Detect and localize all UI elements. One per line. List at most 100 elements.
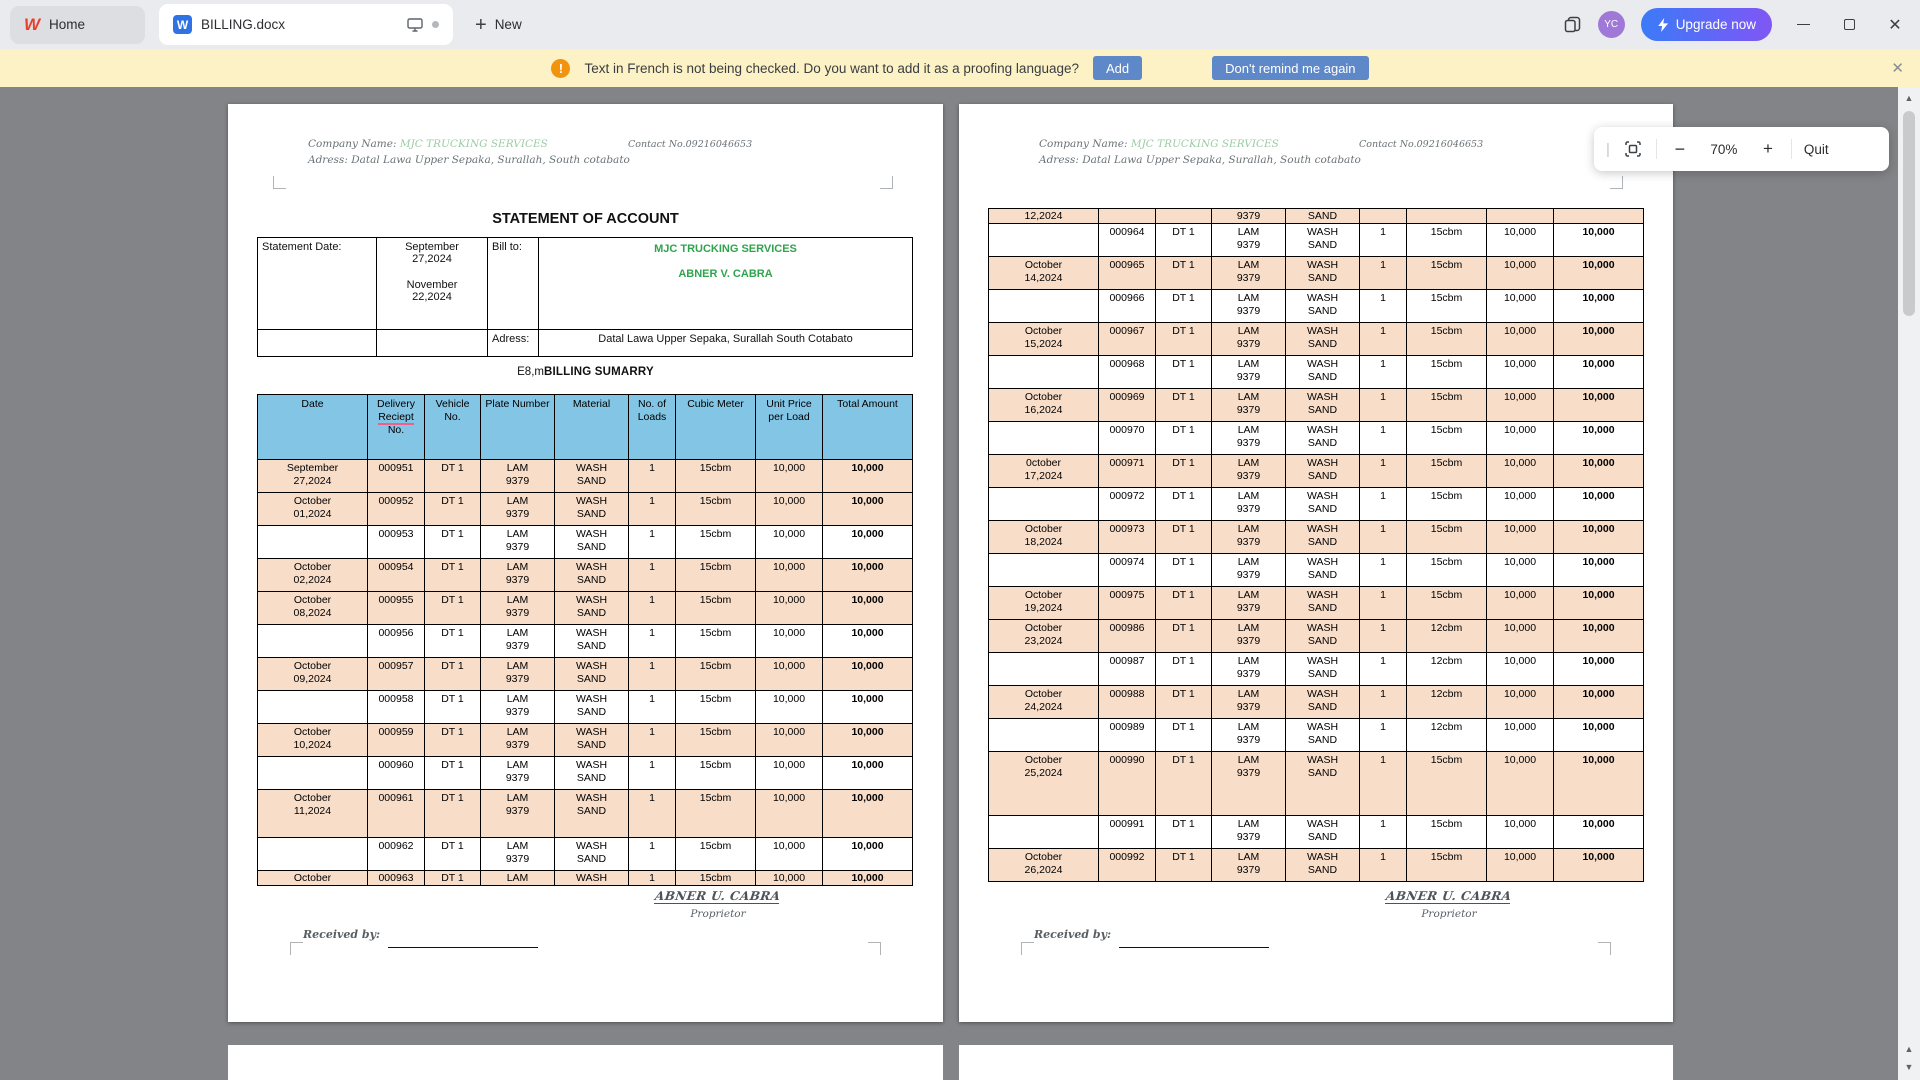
user-avatar[interactable]: YC xyxy=(1597,11,1625,38)
billing-cell-unit_price[interactable]: 10,000 xyxy=(1486,685,1554,719)
billing-cell-material[interactable]: WASH SAND xyxy=(1285,815,1360,849)
notification-close-icon[interactable]: ✕ xyxy=(1891,60,1904,77)
billing-cell-material[interactable]: WASH SAND xyxy=(554,492,629,526)
billing-cell-date[interactable] xyxy=(988,355,1099,389)
billing-cell-date[interactable]: October 11,2024 xyxy=(257,789,368,838)
contact-number[interactable]: Contact No.09216046653 xyxy=(1359,139,1484,150)
billing-cell-plate[interactable]: LAM 9379 xyxy=(1211,619,1286,653)
billing-cell-plate[interactable]: LAM 9379 xyxy=(1211,751,1286,816)
bill-to-cell[interactable]: MJC TRUCKING SERVICES ABNER V. CABRA xyxy=(538,237,913,330)
billing-cell-receipt[interactable]: 000953 xyxy=(367,525,425,559)
billing-cell-loads[interactable]: 1 xyxy=(1359,718,1407,752)
billing-cell-receipt[interactable]: 000956 xyxy=(367,624,425,658)
empty-cell[interactable] xyxy=(257,329,377,357)
bill-to-label[interactable]: Bill to: xyxy=(487,237,539,330)
billing-cell-unit_price[interactable]: 10,000 xyxy=(755,756,823,790)
billing-cell-cubic[interactable]: 12cbm xyxy=(1406,685,1487,719)
billing-cell-loads[interactable]: 1 xyxy=(628,789,676,838)
billing-cell-cubic[interactable]: 15cbm xyxy=(675,525,756,559)
billing-cell-date[interactable]: October 15,2024 xyxy=(988,322,1099,356)
billing-cell-total[interactable]: 10,000 xyxy=(1553,751,1644,816)
billing-cell-plate[interactable]: LAM 9379 xyxy=(480,459,555,493)
billing-cell-vehicle[interactable]: DT 1 xyxy=(424,723,481,757)
billing-cell-material[interactable]: WASH SAND xyxy=(554,756,629,790)
billing-cell-material[interactable]: WASH SAND xyxy=(554,624,629,658)
billing-cell-material[interactable]: WASH SAND xyxy=(1285,388,1360,422)
document-heading[interactable]: STATEMENT OF ACCOUNT xyxy=(492,211,679,227)
billing-cell-loads[interactable]: 1 xyxy=(1359,223,1407,257)
billing-cell-loads[interactable]: 1 xyxy=(1359,520,1407,554)
billing-cell-plate[interactable]: LAM 9379 xyxy=(1211,718,1286,752)
billing-cell-cubic[interactable]: 15cbm xyxy=(675,459,756,493)
billing-cell-receipt[interactable]: 000986 xyxy=(1098,619,1156,653)
letterhead[interactable]: Company Name: MJC TRUCKING SERVICES Adre… xyxy=(1039,137,1361,169)
billing-cell-cubic[interactable]: 15cbm xyxy=(1406,586,1487,620)
billing-cell-loads[interactable]: 1 xyxy=(1359,751,1407,816)
billing-cell-vehicle[interactable]: DT 1 xyxy=(1155,751,1212,816)
billing-cell-receipt[interactable]: 000951 xyxy=(367,459,425,493)
quit-fullscreen-button[interactable]: Quit xyxy=(1803,141,1829,157)
billing-cell-total[interactable]: 10,000 xyxy=(822,657,913,691)
billing-cell-loads[interactable]: 1 xyxy=(1359,619,1407,653)
billing-cell-total[interactable]: 10,000 xyxy=(1553,520,1644,554)
billing-cell-cubic[interactable]: 15cbm xyxy=(1406,487,1487,521)
billing-cell-loads[interactable]: 1 xyxy=(628,723,676,757)
billing-cell-vehicle[interactable]: DT 1 xyxy=(424,690,481,724)
billing-cell-material[interactable]: WASH SAND xyxy=(1285,520,1360,554)
billing-cell-material[interactable]: WASH SAND xyxy=(1285,553,1360,587)
company-name-line[interactable]: Company Name: MJC TRUCKING SERVICES xyxy=(308,138,548,150)
billing-cell-loads[interactable]: 1 xyxy=(1359,322,1407,356)
window-switcher-icon[interactable] xyxy=(1563,15,1582,34)
billing-cell-plate[interactable]: LAM 9379 xyxy=(1211,848,1286,882)
billing-cell-plate[interactable]: LAM 9379 xyxy=(1211,520,1286,554)
billing-cell-vehicle[interactable]: DT 1 xyxy=(1155,223,1212,257)
billing-cell-material[interactable]: WASH SAND xyxy=(1285,289,1360,323)
billing-cell-total[interactable]: 10,000 xyxy=(1553,685,1644,719)
billing-cell-receipt[interactable]: 000970 xyxy=(1098,421,1156,455)
billing-cell-material[interactable]: WASH SAND xyxy=(1285,619,1360,653)
billing-cell-total[interactable]: 10,000 xyxy=(1553,586,1644,620)
billing-cell-material[interactable]: WASH SAND xyxy=(554,723,629,757)
close-window-button[interactable]: ✕ xyxy=(1880,10,1910,40)
statement-date-label[interactable]: Statement Date: xyxy=(257,237,377,330)
billing-cell-plate[interactable]: LAM 9379 xyxy=(480,492,555,526)
billing-cell-plate[interactable]: LAM xyxy=(480,870,555,886)
billing-cell-material[interactable]: WASH SAND xyxy=(1285,421,1360,455)
billing-cell-receipt[interactable]: 000974 xyxy=(1098,553,1156,587)
billing-cell-total[interactable]: 10,000 xyxy=(822,723,913,757)
billing-cell-plate[interactable]: LAM 9379 xyxy=(480,789,555,838)
billing-cell-date[interactable]: October 14,2024 xyxy=(988,256,1099,290)
company-address-line[interactable]: Adress: Datal Lawa Upper Sepaka, Suralla… xyxy=(308,153,630,166)
billing-cell-total[interactable]: 10,000 xyxy=(1553,355,1644,389)
billing-cell-date[interactable]: October 16,2024 xyxy=(988,388,1099,422)
billing-cell-loads[interactable]: 1 xyxy=(628,459,676,493)
proprietor-title[interactable]: Proprietor xyxy=(1421,908,1477,920)
billing-cell-total[interactable]: 10,000 xyxy=(822,756,913,790)
billing-cell-plate[interactable]: LAM 9379 xyxy=(1211,421,1286,455)
signature-block[interactable]: ABNER U. CABRA Proprietor xyxy=(1369,887,1529,920)
billing-cell-plate[interactable]: LAM 9379 xyxy=(1211,553,1286,587)
billing-cell-unit_price[interactable]: 10,000 xyxy=(1486,388,1554,422)
billing-cell-total[interactable]: 10,000 xyxy=(1553,322,1644,356)
billing-cell-loads[interactable]: 1 xyxy=(628,837,676,871)
billing-cell-vehicle[interactable]: DT 1 xyxy=(424,492,481,526)
billing-cell-vehicle[interactable]: DT 1 xyxy=(424,870,481,886)
billing-cell-unit_price[interactable]: 10,000 xyxy=(1486,586,1554,620)
billing-cell-total[interactable]: 10,000 xyxy=(822,492,913,526)
proprietor-title[interactable]: Proprietor xyxy=(690,908,746,920)
billing-cell-date[interactable]: October 18,2024 xyxy=(988,520,1099,554)
billing-cell-material[interactable]: WASH SAND xyxy=(554,525,629,559)
billing-cell-date[interactable]: October 08,2024 xyxy=(257,591,368,625)
billing-cell-loads[interactable]: 1 xyxy=(1359,355,1407,389)
billing-cell-vehicle[interactable]: DT 1 xyxy=(424,657,481,691)
billing-cell-receipt[interactable]: 000971 xyxy=(1098,454,1156,488)
billing-cell-cubic[interactable]: 15cbm xyxy=(1406,388,1487,422)
empty-cell[interactable] xyxy=(376,329,488,357)
billing-cell-cubic[interactable]: 15cbm xyxy=(675,492,756,526)
billing-cell-vehicle[interactable]: DT 1 xyxy=(424,837,481,871)
billing-cell-total[interactable]: 10,000 xyxy=(822,837,913,871)
billing-cell-unit_price[interactable]: 10,000 xyxy=(1486,848,1554,882)
billing-cell-plate[interactable]: LAM 9379 xyxy=(480,591,555,625)
billing-cell-vehicle[interactable]: DT 1 xyxy=(1155,553,1212,587)
billing-cell-vehicle[interactable]: DT 1 xyxy=(424,525,481,559)
